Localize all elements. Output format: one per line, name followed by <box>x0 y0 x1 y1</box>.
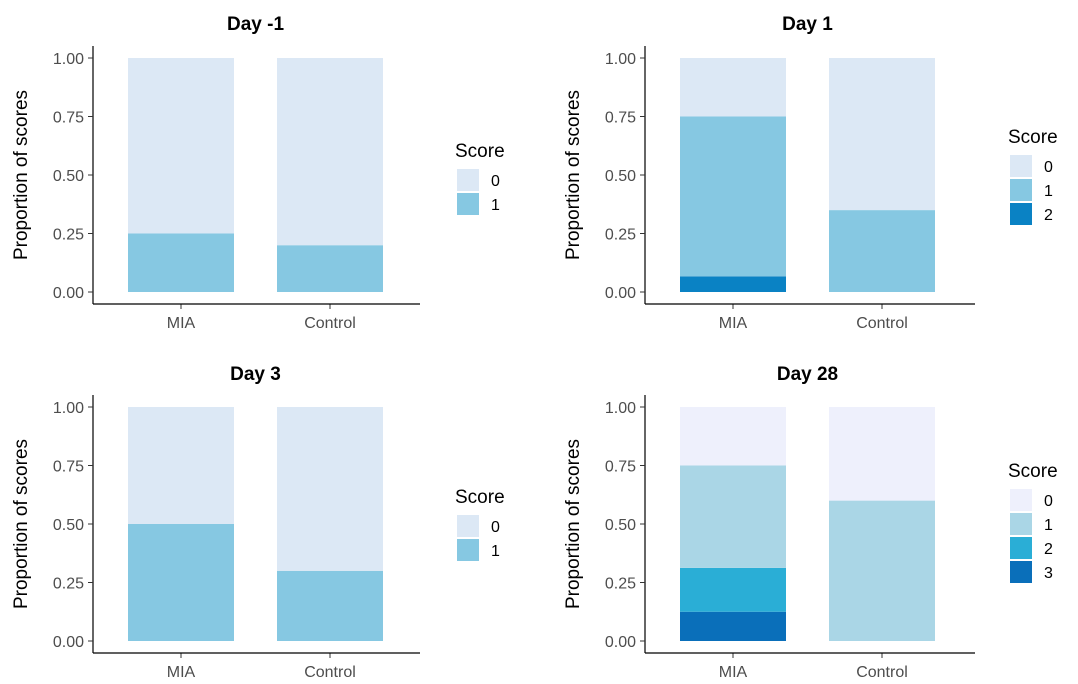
y-tick-label: 1.00 <box>605 400 636 417</box>
legend-key-score-0 <box>1010 489 1032 511</box>
legend-label: 0 <box>1044 493 1053 510</box>
bar-segment-score-1 <box>680 116 786 277</box>
legend-label: 2 <box>1044 207 1053 224</box>
legend-key-score-0 <box>457 169 479 191</box>
y-tick-label: 1.00 <box>53 400 84 417</box>
y-tick-label: 0.50 <box>53 517 84 534</box>
y-tick-label: 0.00 <box>53 285 84 302</box>
x-tick-label: Control <box>856 315 908 332</box>
bar-segment-score-2 <box>680 567 786 612</box>
legend-key-score-1 <box>1010 513 1032 535</box>
legend-label: 1 <box>491 197 500 214</box>
y-tick-label: 0.75 <box>605 459 636 476</box>
bar-segment-score-0 <box>277 407 383 571</box>
x-tick-label: Control <box>304 664 356 681</box>
legend-label: 1 <box>1044 517 1053 534</box>
bar-segment-score-0 <box>277 58 383 246</box>
panel-title: Day 3 <box>230 364 281 385</box>
y-tick-label: 0.50 <box>605 517 636 534</box>
x-tick-label: Control <box>304 315 356 332</box>
y-axis-label: Proportion of scores <box>563 90 584 260</box>
legend-key-score-1 <box>457 539 479 561</box>
legend-title: Score <box>1008 127 1058 148</box>
y-tick-label: 0.25 <box>53 227 84 244</box>
bar-segment-score-1 <box>128 233 234 292</box>
bar-segment-score-1 <box>829 210 935 292</box>
x-tick-label: Control <box>856 664 908 681</box>
legend-key-score-0 <box>457 515 479 537</box>
y-tick-label: 1.00 <box>605 51 636 68</box>
bar-segment-score-1 <box>277 570 383 641</box>
legend-label: 0 <box>491 519 500 536</box>
bar-segment-score-0 <box>128 58 234 234</box>
y-axis-label: Proportion of scores <box>563 439 584 609</box>
legend-label: 3 <box>1044 565 1053 582</box>
legend-label: 2 <box>1044 541 1053 558</box>
y-tick-label: 0.25 <box>605 227 636 244</box>
y-tick-label: 0.75 <box>53 110 84 127</box>
legend-title: Score <box>455 487 505 508</box>
legend-key-score-1 <box>1010 179 1032 201</box>
panel-title: Day 1 <box>782 14 833 35</box>
bar-segment-score-0 <box>680 58 786 117</box>
y-tick-label: 1.00 <box>53 51 84 68</box>
legend-key-score-2 <box>1010 203 1032 225</box>
bar-segment-score-0 <box>128 407 234 524</box>
bar-segment-score-0 <box>829 58 935 211</box>
y-axis-label: Proportion of scores <box>11 90 32 260</box>
legend-label: 1 <box>491 543 500 560</box>
y-tick-label: 0.50 <box>53 168 84 185</box>
x-tick-label: MIA <box>167 315 196 332</box>
y-axis-label: Proportion of scores <box>11 439 32 609</box>
x-tick-label: MIA <box>719 664 748 681</box>
legend-key-score-3 <box>1010 561 1032 583</box>
y-tick-label: 0.75 <box>53 459 84 476</box>
y-tick-label: 0.00 <box>53 634 84 651</box>
bar-segment-score-3 <box>680 611 786 641</box>
y-tick-label: 0.25 <box>605 576 636 593</box>
bar-segment-score-1 <box>277 245 383 292</box>
x-tick-label: MIA <box>167 664 196 681</box>
legend-key-score-2 <box>1010 537 1032 559</box>
bar-segment-score-1 <box>680 465 786 568</box>
y-tick-label: 0.25 <box>53 576 84 593</box>
legend-label: 0 <box>1044 159 1053 176</box>
legend-label: 0 <box>491 173 500 190</box>
legend-label: 1 <box>1044 183 1053 200</box>
legend-key-score-1 <box>457 193 479 215</box>
legend-key-score-0 <box>1010 155 1032 177</box>
panel-title: Day -1 <box>227 14 284 35</box>
bar-segment-score-2 <box>680 276 786 292</box>
bar-segment-score-1 <box>128 524 234 641</box>
y-tick-label: 0.00 <box>605 634 636 651</box>
bar-segment-score-0 <box>829 407 935 501</box>
legend-title: Score <box>1008 461 1058 482</box>
panel-title: Day 28 <box>777 364 838 385</box>
bar-segment-score-1 <box>829 500 935 641</box>
legend-title: Score <box>455 141 505 162</box>
y-tick-label: 0.75 <box>605 110 636 127</box>
x-tick-label: MIA <box>719 315 748 332</box>
bar-segment-score-0 <box>680 407 786 466</box>
y-tick-label: 0.00 <box>605 285 636 302</box>
y-tick-label: 0.50 <box>605 168 636 185</box>
